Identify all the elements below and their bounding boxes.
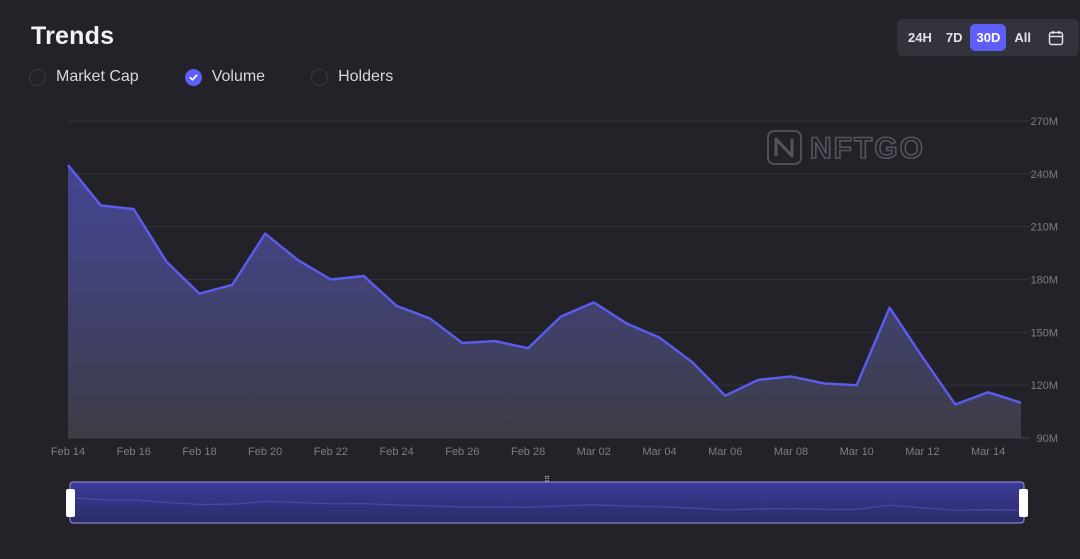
volume-point bbox=[690, 360, 695, 365]
x-tick-label: Mar 14 bbox=[971, 446, 1005, 458]
navigator-left-handle[interactable] bbox=[66, 489, 75, 517]
volume-point bbox=[263, 231, 268, 236]
volume-point bbox=[296, 258, 301, 263]
volume-point bbox=[723, 393, 728, 398]
x-tick-label: Mar 08 bbox=[774, 446, 808, 458]
y-axis-labels: 270M 240M 210M 180M 150M 120M 90M bbox=[1030, 116, 1058, 445]
x-tick-label: Mar 04 bbox=[642, 446, 676, 458]
x-tick-label: Feb 20 bbox=[248, 446, 282, 458]
range-navigator[interactable]: ⠿ bbox=[66, 475, 1028, 524]
volume-line bbox=[67, 164, 1022, 406]
range-30d-button[interactable]: 30D bbox=[970, 24, 1007, 51]
volume-point bbox=[66, 163, 71, 168]
calendar-icon[interactable] bbox=[1045, 27, 1067, 49]
volume-point bbox=[460, 340, 465, 345]
x-tick-label: Feb 22 bbox=[314, 446, 348, 458]
x-tick-label: Feb 18 bbox=[182, 446, 216, 458]
volume-point bbox=[361, 273, 366, 278]
volume-point bbox=[854, 383, 859, 388]
volume-point bbox=[558, 314, 563, 319]
volume-point bbox=[230, 282, 235, 287]
y-tick-label: 240M bbox=[1030, 169, 1058, 181]
range-all-button[interactable]: All bbox=[1014, 30, 1031, 45]
volume-point bbox=[164, 259, 169, 264]
watermark: NFTGO bbox=[767, 130, 925, 166]
metric-selector: Market Cap Volume Holders bbox=[29, 68, 393, 86]
y-tick-label: 270M bbox=[1030, 116, 1058, 128]
x-tick-label: Mar 06 bbox=[708, 446, 742, 458]
y-tick-label: 90M bbox=[1037, 433, 1058, 445]
volume-point bbox=[1019, 400, 1024, 405]
volume-point bbox=[591, 300, 596, 305]
volume-point bbox=[953, 402, 958, 407]
radio-unchecked-icon[interactable] bbox=[311, 68, 329, 86]
volume-point bbox=[920, 354, 925, 359]
x-tick-label: Feb 26 bbox=[445, 446, 479, 458]
navigator-line bbox=[71, 497, 1021, 511]
watermark-text: NFTGO bbox=[810, 132, 925, 165]
volume-point bbox=[394, 303, 399, 308]
volume-point bbox=[493, 339, 498, 344]
navigator-right-handle[interactable] bbox=[1019, 489, 1028, 517]
range-7d-button[interactable]: 7D bbox=[945, 30, 963, 45]
volume-point bbox=[821, 381, 826, 386]
volume-point bbox=[98, 203, 103, 208]
volume-point bbox=[788, 374, 793, 379]
volume-point bbox=[131, 207, 136, 212]
x-tick-label: Mar 12 bbox=[905, 446, 939, 458]
volume-point bbox=[526, 346, 531, 351]
y-tick-label: 120M bbox=[1030, 380, 1058, 392]
y-tick-label: 180M bbox=[1030, 275, 1058, 287]
volume-point bbox=[624, 321, 629, 326]
x-tick-label: Feb 28 bbox=[511, 446, 545, 458]
metric-market-cap[interactable]: Market Cap bbox=[29, 68, 139, 86]
range-24h-button[interactable]: 24H bbox=[908, 30, 932, 45]
volume-point bbox=[986, 390, 991, 395]
x-tick-label: Feb 24 bbox=[379, 446, 413, 458]
x-tick-label: Mar 02 bbox=[577, 446, 611, 458]
time-range-selector: 24H 7D 30D All bbox=[897, 19, 1079, 56]
x-tick-label: Feb 14 bbox=[51, 446, 85, 458]
volume-point bbox=[887, 305, 892, 310]
volume-point bbox=[427, 316, 432, 321]
radio-checked-icon[interactable] bbox=[184, 68, 202, 86]
metric-label: Volume bbox=[211, 68, 266, 85]
y-tick-label: 150M bbox=[1030, 327, 1058, 339]
x-tick-label: Mar 10 bbox=[840, 446, 874, 458]
volume-point bbox=[756, 377, 761, 382]
volume-point bbox=[657, 335, 662, 340]
x-axis-labels: Feb 14 Feb 16 Feb 18 Feb 20 Feb 22 Feb 24 Feb … bbox=[51, 446, 1005, 458]
page-title: Trends bbox=[31, 22, 115, 50]
volume-area bbox=[68, 165, 1021, 438]
y-tick-label: 210M bbox=[1030, 222, 1058, 234]
volume-point bbox=[197, 291, 202, 296]
navigator-grip-icon[interactable]: ⠿ bbox=[544, 475, 550, 484]
radio-unchecked-icon[interactable] bbox=[29, 68, 46, 86]
metric-volume[interactable]: Volume bbox=[184, 68, 266, 86]
metric-label: Holders bbox=[338, 68, 394, 85]
metric-label: Market Cap bbox=[56, 68, 139, 85]
x-tick-label: Feb 16 bbox=[117, 446, 151, 458]
metric-holders[interactable]: Holders bbox=[311, 68, 393, 86]
volume-point bbox=[328, 277, 333, 282]
